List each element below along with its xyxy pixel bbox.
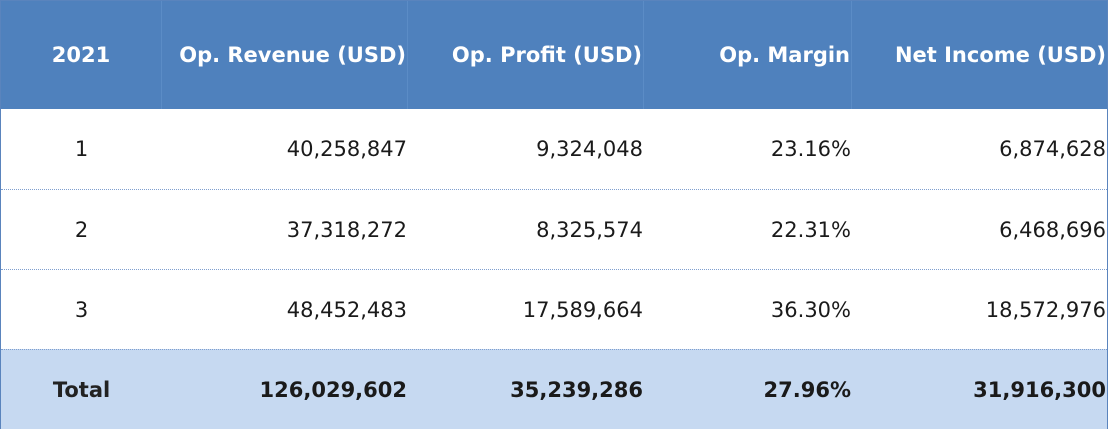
op-margin-cell: 22.31% [770, 217, 851, 242]
total-op-revenue: 126,029,602 [259, 377, 407, 402]
op-revenue-cell: 37,318,272 [286, 217, 407, 242]
total-label: Total [52, 377, 111, 402]
header-net-income: Net Income (USD) [894, 43, 1106, 67]
row-label: 1 [74, 137, 89, 161]
row-label: 2 [74, 217, 89, 242]
header-op-margin: Op. Margin [644, 1, 852, 109]
header-op-profit: Op. Profit (USD) [408, 1, 644, 109]
header-year: 2021 [1, 1, 162, 109]
op-margin-cell: 23.16% [770, 137, 851, 161]
table-row: 1 40,258,847 9,324,048 23.16% 6,874,628 [1, 109, 1107, 189]
op-profit-cell: 9,324,048 [536, 137, 643, 161]
op-revenue-cell: 48,452,483 [286, 297, 407, 322]
total-net-income: 31,916,300 [973, 377, 1106, 402]
table-total-row: Total 126,029,602 35,239,286 27.96% 31,9… [1, 349, 1107, 429]
total-op-profit: 35,239,286 [510, 377, 643, 402]
row-label: 3 [74, 297, 89, 322]
op-profit-cell: 8,325,574 [536, 217, 643, 242]
net-income-cell: 18,572,976 [985, 297, 1106, 322]
total-op-margin: 27.96% [763, 377, 851, 402]
op-profit-cell: 17,589,664 [522, 297, 643, 322]
header-op-revenue: Op. Revenue (USD) [162, 1, 408, 109]
op-revenue-cell: 40,258,847 [286, 137, 407, 161]
op-margin-cell: 36.30% [770, 297, 851, 322]
table-row: 2 37,318,272 8,325,574 22.31% 6,468,696 [1, 189, 1107, 269]
table-header-row: 2021 Op. Revenue (USD) Op. Profit (USD) … [1, 1, 1107, 109]
net-income-cell: 6,468,696 [999, 217, 1106, 242]
table-row: 3 48,452,483 17,589,664 36.30% 18,572,97… [1, 269, 1107, 349]
net-income-cell: 6,874,628 [999, 137, 1106, 161]
